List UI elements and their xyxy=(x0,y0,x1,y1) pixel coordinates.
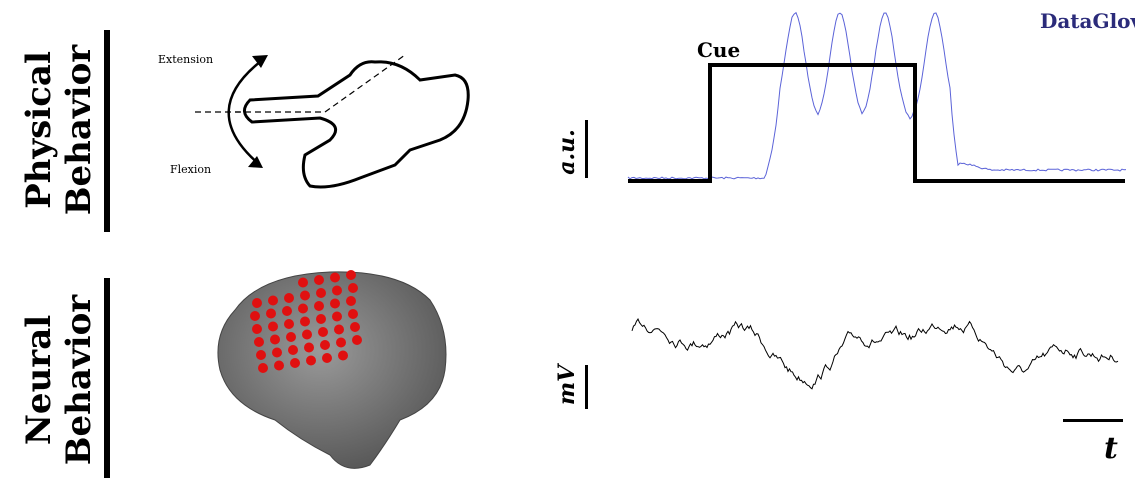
electrode xyxy=(346,296,356,306)
electrode xyxy=(330,273,340,283)
electrode xyxy=(298,304,308,314)
electrode xyxy=(314,275,324,285)
electrode xyxy=(266,309,276,319)
row-title: Physical xyxy=(19,51,59,209)
row-title: Behavior xyxy=(59,294,99,465)
electrode xyxy=(284,293,294,303)
electrode xyxy=(330,299,340,309)
electrode xyxy=(258,363,268,373)
hand-drawing xyxy=(244,62,468,187)
scale-bar xyxy=(585,365,588,409)
row-title: Neural xyxy=(19,315,59,445)
electrode xyxy=(350,322,360,332)
electrode xyxy=(290,358,300,368)
electrode xyxy=(336,338,346,348)
row-bar xyxy=(104,278,110,478)
unit-label: a.u. xyxy=(554,129,580,175)
glove-label: DataGlove xyxy=(1040,9,1135,33)
scale-bar xyxy=(585,120,588,178)
electrode xyxy=(316,288,326,298)
eeg-trace xyxy=(632,319,1118,389)
electrode xyxy=(334,325,344,335)
flexion-label: Flexion xyxy=(170,163,211,176)
electrode xyxy=(320,340,330,350)
electrode xyxy=(274,361,284,371)
electrode xyxy=(270,335,280,345)
electrode xyxy=(268,322,278,332)
electrode xyxy=(282,306,292,316)
cue-trace xyxy=(628,65,1125,181)
electrode xyxy=(352,335,362,345)
figure: Physical Behavior Neural Behavior Extens… xyxy=(0,0,1135,479)
electrode xyxy=(302,330,312,340)
electrode xyxy=(250,311,260,321)
electrode xyxy=(304,343,314,353)
electrode xyxy=(348,283,358,293)
electrode xyxy=(316,314,326,324)
electrode xyxy=(252,298,262,308)
row-bar xyxy=(104,30,110,232)
electrode xyxy=(338,351,348,361)
electrode xyxy=(284,319,294,329)
electrode xyxy=(314,301,324,311)
electrode xyxy=(256,350,266,360)
electrode xyxy=(254,337,264,347)
electrode xyxy=(288,345,298,355)
extension-label: Extension xyxy=(158,53,213,66)
electrode xyxy=(300,317,310,327)
electrode xyxy=(332,286,342,296)
cue-label: Cue xyxy=(697,38,740,62)
time-label: t xyxy=(1104,431,1118,466)
row-title: Behavior xyxy=(59,44,99,215)
electrode xyxy=(286,332,296,342)
electrode xyxy=(272,348,282,358)
electrode xyxy=(332,312,342,322)
electrode xyxy=(318,327,328,337)
electrode xyxy=(300,291,310,301)
unit-label: mV xyxy=(554,363,580,405)
electrode xyxy=(306,356,316,366)
electrode xyxy=(322,353,332,363)
electrode xyxy=(348,309,358,319)
electrode xyxy=(298,278,308,288)
electrode xyxy=(252,324,262,334)
electrode xyxy=(346,270,356,280)
time-bar xyxy=(1063,419,1123,422)
electrode xyxy=(268,296,278,306)
